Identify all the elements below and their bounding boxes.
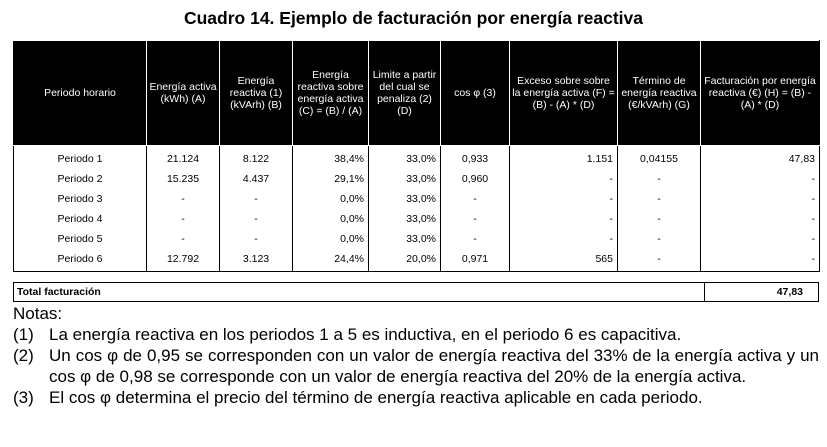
- cell-cos-phi: -: [440, 189, 510, 209]
- header-limite: Limite a partir del cual se penaliza (2)…: [368, 40, 441, 146]
- cell-periodo: Periodo 5: [13, 229, 147, 249]
- table-title: Cuadro 14. Ejemplo de facturación por en…: [183, 8, 644, 28]
- cell-energia-reactiva: 3.123: [219, 249, 293, 272]
- table-row: Periodo 4- -0,0% 33,0% - - - -: [13, 209, 820, 229]
- cell-termino: -: [617, 169, 701, 189]
- cell-ratio: 29,1%: [292, 169, 369, 189]
- header-energia-reactiva: Energía reactiva (1) (kVArh) (B): [219, 40, 293, 146]
- note-item: (2) Un cos φ de 0,95 se corresponden con…: [13, 345, 819, 387]
- note-text: La energía reactiva en los periodos 1 a …: [49, 325, 682, 344]
- cell-ratio: 0,0%: [292, 229, 369, 249]
- cell-termino: -: [617, 189, 701, 209]
- cell-limite: 33,0%: [368, 169, 441, 189]
- cell-cos-phi: 0,933: [440, 145, 510, 169]
- header-periodo: Periodo horario: [13, 40, 147, 146]
- total-cell: 47,83: [704, 283, 820, 301]
- cell-termino: 0,04155: [617, 145, 701, 169]
- cell-cos-phi: 0,960: [440, 169, 510, 189]
- cell-limite: 33,0%: [368, 209, 441, 229]
- cell-energia-activa: -: [146, 229, 220, 249]
- table-row: Periodo 1 21.124 8.122 38,4% 33,0% 0,933 1.151…: [13, 145, 820, 169]
- cell-facturacion: 47,83: [700, 145, 820, 169]
- notes-title: Notas:: [13, 304, 63, 323]
- cell-exceso: -: [509, 229, 618, 249]
- table-row: Periodo 5- -0,0% 33,0% - - - -: [13, 229, 820, 249]
- cell-exceso: -: [509, 189, 618, 209]
- cell-ratio: 0,0%: [292, 189, 369, 209]
- cell-energia-activa: 15.235: [146, 169, 220, 189]
- cell-cos-phi: -: [440, 209, 510, 229]
- cell-facturacion: -: [700, 169, 820, 189]
- cell-limite: 20,0%: [368, 249, 441, 272]
- cell-termino: -: [617, 229, 701, 249]
- cell-ratio: 0,0%: [292, 209, 369, 229]
- header-energia-activa: Energía activa (kWh) (A): [146, 40, 220, 146]
- cell-energia-activa: 12.792: [146, 249, 220, 272]
- note-number: (2): [13, 346, 34, 365]
- cell-cos-phi: -: [440, 229, 510, 249]
- header-cos-phi: cos φ (3): [440, 40, 510, 146]
- cell-facturacion: -: [700, 189, 820, 209]
- header-exceso: Exceso sobre sobre la energía activa (F)…: [509, 40, 618, 146]
- header-facturacion: Facturación por energía reactiva (€) (H)…: [700, 40, 820, 146]
- note-number: (3): [13, 388, 34, 407]
- cell-exceso: -: [509, 209, 618, 229]
- header-row: Periodo horario Energía activa (kWh) (A)…: [13, 40, 820, 146]
- cell-ratio: 38,4%: [292, 145, 369, 169]
- cell-ratio: 24,4%: [292, 249, 369, 272]
- cell-energia-activa: -: [146, 209, 220, 229]
- cell-exceso: 565: [509, 249, 618, 272]
- header-ratio: Energía reactiva sobre energía activa (C…: [292, 40, 369, 146]
- cell-energia-activa: 21.124: [146, 145, 220, 169]
- cell-periodo: Periodo 3: [13, 189, 147, 209]
- cell-facturacion: -: [700, 249, 820, 272]
- cell-termino: -: [617, 249, 701, 272]
- header-termino: Término de energía reactiva (€/kVArh) (G…: [617, 40, 701, 146]
- notes-section: Notas: (1) La energía reactiva en los pe…: [13, 303, 819, 408]
- cell-termino: -: [617, 209, 701, 229]
- billing-table: Periodo horario Energía activa (kWh) (A)…: [13, 40, 820, 272]
- cell-energia-reactiva: 4.437: [219, 169, 293, 189]
- note-text: Un cos φ de 0,95 se corresponden con un …: [49, 346, 819, 386]
- cell-energia-reactiva: -: [219, 209, 293, 229]
- cell-exceso: 1.151: [509, 145, 618, 169]
- total-label: Total facturación: [17, 286, 101, 298]
- cell-periodo: Periodo 1: [13, 145, 147, 169]
- table-row: Periodo 3- -0,0% 33,0% - - - -: [13, 189, 820, 209]
- cell-facturacion: -: [700, 229, 820, 249]
- cell-limite: 33,0%: [368, 145, 441, 169]
- cell-energia-reactiva: -: [219, 229, 293, 249]
- total-row: Total facturación 47,83: [13, 282, 819, 302]
- note-item: (1) La energía reactiva en los periodos …: [13, 324, 819, 345]
- note-item: (3) El cos φ determina el precio del tér…: [13, 387, 819, 408]
- table-row: Periodo 6 12.792 3.123 24,4% 20,0% 0,971 565- -: [13, 249, 820, 272]
- cell-energia-reactiva: 8.122: [219, 145, 293, 169]
- note-text: El cos φ determina el precio del término…: [49, 388, 703, 407]
- total-value: 47,83: [776, 286, 803, 298]
- cell-energia-activa: -: [146, 189, 220, 209]
- cell-limite: 33,0%: [368, 189, 441, 209]
- note-number: (1): [13, 325, 34, 344]
- cell-limite: 33,0%: [368, 229, 441, 249]
- cell-exceso: -: [509, 169, 618, 189]
- cell-cos-phi: 0,971: [440, 249, 510, 272]
- cell-energia-reactiva: -: [219, 189, 293, 209]
- cell-periodo: Periodo 2: [13, 169, 147, 189]
- cell-periodo: Periodo 4: [13, 209, 147, 229]
- cell-periodo: Periodo 6: [13, 249, 147, 272]
- table-row: Periodo 2 15.235 4.437 29,1% 33,0% 0,960- - -: [13, 169, 820, 189]
- cell-facturacion: -: [700, 209, 820, 229]
